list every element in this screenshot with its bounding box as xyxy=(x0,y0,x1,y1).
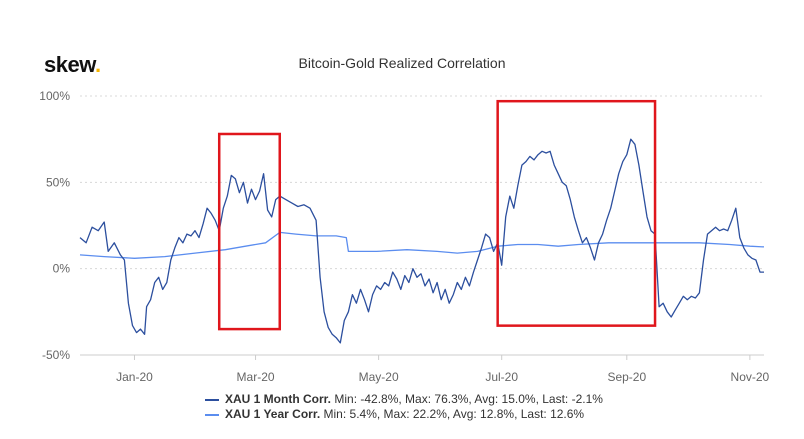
legend-swatch-1y xyxy=(205,413,219,416)
legend-stats-1m: Min: -42.8%, Max: 76.3%, Avg: 15.0%, Las… xyxy=(334,392,603,406)
y-tick-label: 100% xyxy=(39,89,70,103)
highlight-box-2 xyxy=(496,99,657,327)
x-tick-label: Sep-20 xyxy=(607,370,646,384)
legend-stats-1y: Min: 5.4%, Max: 22.2%, Avg: 12.8%, Last:… xyxy=(323,407,585,421)
y-tick-label: 50% xyxy=(46,175,70,189)
legend-name-1m: XAU 1 Month Corr. xyxy=(225,392,332,406)
legend-item-1y[interactable]: XAU 1 Year Corr. Min: 5.4%, Max: 22.2%, … xyxy=(205,407,584,421)
y-tick-label: -50% xyxy=(42,348,70,362)
x-tick-label: Mar-20 xyxy=(237,370,275,384)
series-line-1m xyxy=(79,138,764,344)
x-tick-label: May-20 xyxy=(359,370,399,384)
y-tick-label: 0% xyxy=(53,262,71,276)
chart-title: Bitcoin-Gold Realized Correlation xyxy=(298,55,506,71)
x-tick-label: Jul-20 xyxy=(485,370,518,384)
highlight-box-1 xyxy=(217,132,282,331)
legend-name-1y: XAU 1 Year Corr. xyxy=(225,407,321,421)
legend-item-1m[interactable]: XAU 1 Month Corr. Min: -42.8%, Max: 76.3… xyxy=(205,392,603,406)
x-tick-label: Nov-20 xyxy=(731,370,770,384)
series-line-1y xyxy=(79,231,765,259)
legend-swatch-1m xyxy=(205,398,219,401)
logo: skew. xyxy=(44,52,101,77)
x-tick-label: Jan-20 xyxy=(116,370,153,384)
